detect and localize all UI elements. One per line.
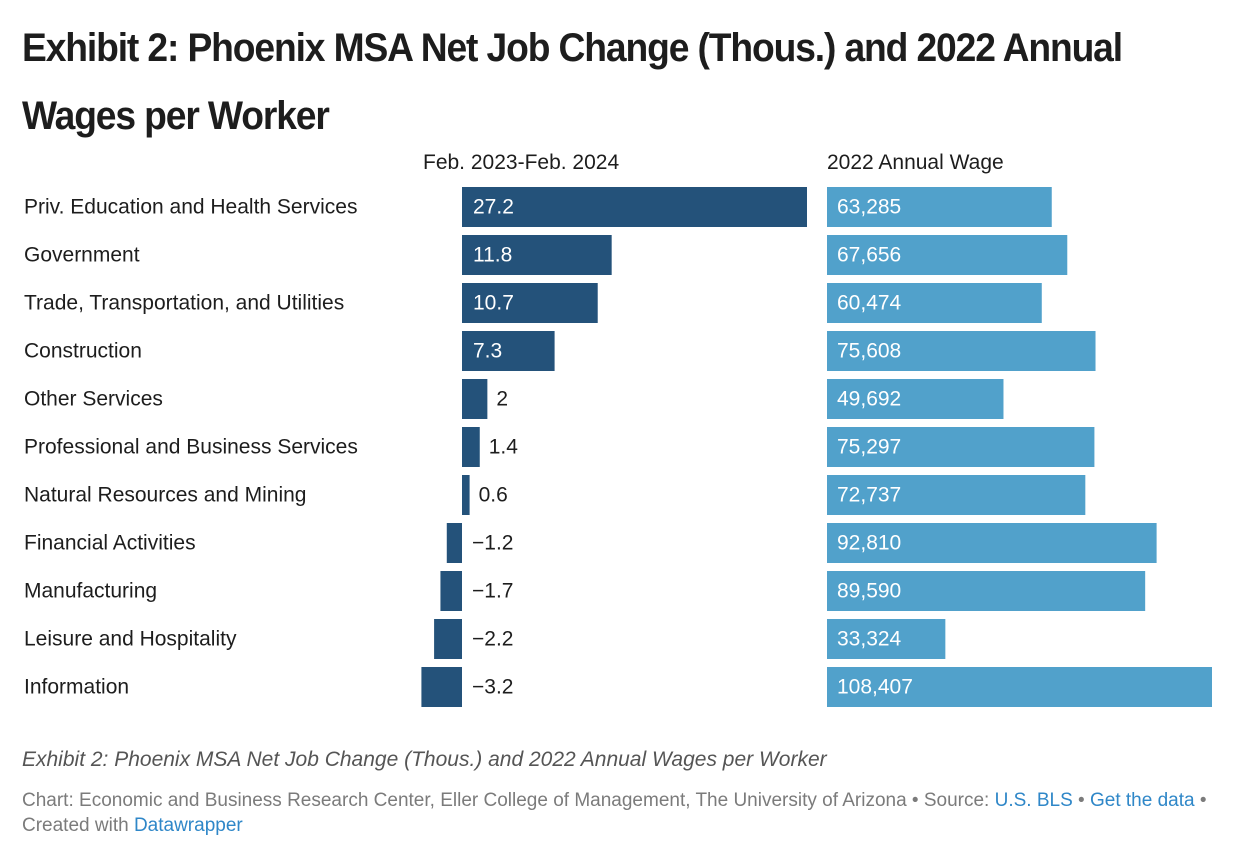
job-change-bar (462, 283, 598, 323)
annual-wage-bar (827, 475, 1086, 515)
annual-wage-bar (827, 571, 1146, 611)
annual-wage-value-label: 89,590 (837, 580, 901, 603)
annual-wage-value-label: 75,608 (837, 340, 901, 363)
annual-wage-value-label: 67,656 (837, 244, 901, 267)
category-label: Priv. Education and Health Services (24, 196, 357, 219)
job-change-value-label: 2 (496, 388, 508, 411)
credit-text: Chart: Economic and Business Research Ce… (22, 790, 995, 811)
get-data-link[interactable]: Get the data (1089, 790, 1195, 811)
annual-wage-bar (827, 667, 1212, 707)
job-change-bar (462, 235, 612, 275)
job-change-value-label: 1.4 (489, 436, 519, 459)
job-change-bar (462, 427, 480, 467)
job-change-value-label: −3.2 (472, 676, 513, 699)
job-change-value-label: 11.8 (473, 244, 512, 267)
job-change-value-label: 0.6 (479, 484, 508, 507)
annual-wage-bar (827, 427, 1095, 467)
category-label: Information (24, 676, 129, 699)
job-change-bar (462, 379, 488, 419)
annual-wage-bar (827, 619, 946, 659)
job-change-value-label: −1.7 (472, 580, 513, 603)
separator-2: • Created with (22, 790, 1207, 836)
annual-wage-value-label: 72,737 (837, 484, 901, 507)
job-change-bar (434, 619, 462, 659)
category-label: Construction (24, 340, 142, 363)
annual-wage-value-label: 92,810 (837, 532, 901, 555)
annual-wage-value-label: 33,324 (837, 628, 902, 651)
chart-title: Exhibit 2: Phoenix MSA Net Job Change (T… (22, 26, 1123, 138)
category-label: Natural Resources and Mining (24, 484, 306, 507)
job-change-bar (462, 475, 470, 515)
datawrapper-link[interactable]: Datawrapper (133, 815, 243, 836)
category-label: Trade, Transportation, and Utilities (24, 292, 344, 315)
category-label: Financial Activities (24, 532, 196, 555)
column-header-annual-wage: 2022 Annual Wage (827, 151, 1004, 174)
annual-wage-bar (827, 235, 1068, 275)
job-change-value-label: −1.2 (472, 532, 513, 555)
job-change-bar (462, 331, 555, 371)
notes-meta: Chart: Economic and Business Research Ce… (22, 788, 1222, 838)
annual-wage-value-label: 63,285 (837, 196, 901, 219)
job-change-bar (446, 523, 462, 563)
category-label: Leisure and Hospitality (24, 628, 237, 651)
job-change-bar (440, 571, 462, 611)
annual-wage-bar (827, 283, 1042, 323)
notes-title: Exhibit 2: Phoenix MSA Net Job Change (T… (22, 748, 827, 771)
annual-wage-value-label: 108,407 (837, 676, 913, 699)
bar-chart: Priv. Education and Health Services 27.2 6… (24, 187, 1212, 707)
category-label: Other Services (24, 388, 163, 411)
category-label: Government (24, 244, 140, 267)
annual-wage-value-label: 49,692 (837, 388, 901, 411)
category-label: Professional and Business Services (24, 436, 358, 459)
annual-wage-bar (827, 379, 1004, 419)
annual-wage-value-label: 60,474 (837, 292, 902, 315)
job-change-value-label: 7.3 (473, 340, 502, 363)
category-label: Manufacturing (24, 580, 157, 603)
annual-wage-bar (827, 523, 1157, 563)
source-link[interactable]: U.S. BLS (994, 790, 1073, 811)
annual-wage-bar (827, 187, 1052, 227)
job-change-value-label: 10.7 (473, 292, 514, 315)
chart-notes: Exhibit 2: Phoenix MSA Net Job Change (T… (22, 746, 1222, 838)
column-header-job-change: Feb. 2023-Feb. 2024 (423, 151, 620, 174)
job-change-value-label: −2.2 (472, 628, 513, 651)
job-change-value-label: 27.2 (473, 196, 514, 219)
annual-wage-bar (827, 331, 1096, 371)
annual-wage-value-label: 75,297 (837, 436, 901, 459)
separator-1: • (1072, 790, 1090, 811)
job-change-bar (462, 187, 807, 227)
job-change-bar (421, 667, 462, 707)
